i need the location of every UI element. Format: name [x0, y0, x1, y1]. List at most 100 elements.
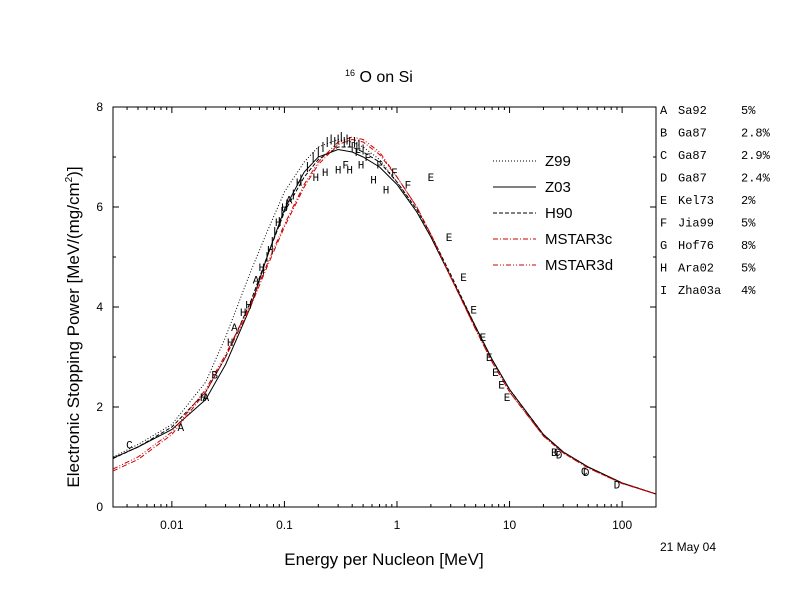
x-tick-label: 10	[503, 518, 517, 532]
reference-entry: B Ga87 2.8%	[660, 127, 771, 141]
measurement-point-h: H	[275, 218, 282, 230]
series-line-mstar3c	[113, 138, 656, 495]
legend-label-z99: Z99	[545, 153, 571, 170]
measurement-point-e: E	[460, 273, 467, 285]
measurement-point-h: H	[240, 308, 247, 320]
axis-tick-labels: 0.01 0.1 1 10 100 0 2 4 6 8	[96, 100, 632, 532]
measurement-point-a: A	[202, 393, 209, 405]
measurement-point-h: H	[245, 301, 252, 313]
reference-name: Ga87	[678, 172, 707, 186]
reference-error: 8%	[741, 239, 756, 253]
measurement-point-h: H	[370, 176, 377, 188]
measurement-point-h: H	[358, 161, 365, 173]
measurement-point-h: H	[267, 246, 274, 258]
series-line-z99	[113, 138, 656, 495]
measurement-point-h: H	[281, 203, 288, 215]
reference-letter: H	[660, 262, 667, 276]
measurement-point-f: F	[364, 153, 371, 165]
reference-name: Ara02	[678, 262, 714, 276]
x-axis-title: Energy per Nucleon [MeV]	[284, 550, 483, 569]
reference-name: Ga87	[678, 127, 707, 141]
y-tick-label: 8	[96, 100, 103, 114]
measurement-point-e: E	[498, 381, 505, 393]
reference-name: Zha03a	[678, 284, 721, 298]
legend-label-mstar3d: MSTAR3d	[545, 257, 613, 274]
x-tick-label: 0.1	[276, 518, 293, 532]
measurement-point-h: H	[296, 178, 303, 190]
reference-entry: D Ga87 2.4%	[660, 172, 771, 186]
y-axis-title-end: )]	[64, 166, 83, 176]
measurement-point-d: D	[614, 481, 621, 493]
x-tick-label: 0.01	[160, 518, 184, 532]
chart-title-main: O on Si	[359, 69, 412, 86]
reference-entry: H Ara02 5%	[660, 262, 756, 276]
measurement-point-c: C	[581, 467, 588, 479]
measurement-point-d: D	[556, 451, 563, 463]
series-line-mstar3d	[113, 136, 656, 495]
reference-error: 4%	[741, 284, 756, 298]
reference-error: 2.8%	[741, 127, 771, 141]
measurement-point-f: F	[355, 148, 362, 160]
measurement-point-a: A	[286, 196, 293, 208]
reference-letter: A	[660, 104, 668, 118]
reference-entry: C Ga87 2.9%	[660, 149, 771, 163]
measurement-point-f: F	[405, 181, 412, 193]
measurement-point-b: B	[551, 448, 558, 460]
reference-entry: G Hof76 8%	[660, 239, 756, 253]
x-tick-label: 100	[612, 518, 632, 532]
measurement-point-a: A	[177, 423, 184, 435]
measurement-point-h: H	[346, 166, 353, 178]
reference-letter: G	[660, 239, 667, 253]
y-axis-title: Electronic Stopping Power [MeV/(mg/cm2)]	[64, 166, 83, 487]
y-axis-title-main: Electronic Stopping Power [MeV/(mg/cm	[64, 182, 83, 487]
series-lines	[113, 136, 656, 495]
measurement-point-e: E	[480, 333, 487, 345]
legend-label-h90: H90	[545, 205, 573, 222]
reference-entry: I Zha03a 4%	[660, 284, 756, 298]
measurement-point-c: C	[554, 448, 561, 460]
y-tick-label: 4	[96, 300, 103, 314]
reference-error: 5%	[741, 104, 756, 118]
reference-error: 2%	[741, 194, 756, 208]
measurement-point-e: E	[446, 233, 453, 245]
reference-error: 2.4%	[741, 172, 771, 186]
y-axis-title-superscript: 2	[64, 176, 75, 182]
series-line-h90	[113, 146, 656, 495]
reference-entry: F Jia99 5%	[660, 217, 756, 231]
measurement-point-e: E	[428, 173, 435, 185]
reference-name: Sa92	[678, 104, 707, 118]
reference-letter: F	[660, 217, 667, 231]
reference-name: Kel73	[678, 194, 714, 208]
measurement-point-a: A	[253, 276, 260, 288]
measurement-point-e: E	[504, 393, 511, 405]
reference-letter: E	[660, 194, 667, 208]
measurement-point-c: C	[126, 441, 133, 453]
measurement-tick-marks	[262, 132, 364, 275]
y-tick-label: 2	[96, 400, 103, 414]
measurement-point-d: D	[583, 468, 590, 480]
legend-label-mstar3c: MSTAR3c	[545, 231, 613, 248]
measurement-point-h: H	[259, 263, 266, 275]
reference-letter: C	[660, 149, 667, 163]
measurement-point-b: B	[211, 371, 218, 383]
legend-label-z03: Z03	[545, 179, 571, 196]
measurement-point-a: A	[231, 323, 238, 335]
reference-error: 5%	[741, 217, 756, 231]
measurement-point-f: F	[376, 161, 383, 173]
measurement-point-e: E	[492, 368, 499, 380]
reference-list: A Sa92 5% B Ga87 2.8% C Ga87 2.9% D Ga87 2.4% E Kel73…	[660, 104, 771, 298]
chart-title-superscript: 16	[345, 68, 355, 78]
reference-letter: I	[660, 284, 667, 298]
measurement-point-h: H	[227, 338, 234, 350]
reference-entry: A Sa92 5%	[660, 104, 756, 118]
reference-error: 5%	[741, 262, 756, 276]
measurement-point-h: H	[383, 186, 390, 198]
reference-name: Hof76	[678, 239, 714, 253]
x-tick-label: 1	[394, 518, 401, 532]
axis-ticks	[113, 106, 656, 508]
reference-letter: B	[660, 127, 667, 141]
reference-letter: D	[660, 172, 667, 186]
measurement-point-e: E	[486, 353, 493, 365]
